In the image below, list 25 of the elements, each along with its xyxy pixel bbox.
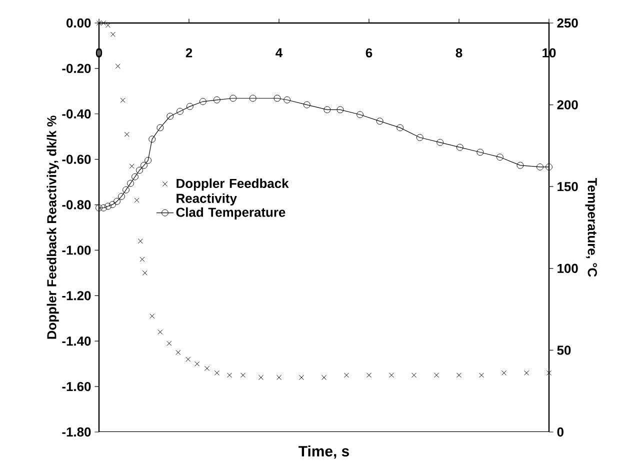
y2-tick-label: 200 [557,100,578,110]
y-axis-title: Doppler Feedback Reactivity, dk/k % [46,116,59,339]
y-tick-label: -1.20 [62,291,91,300]
y-tick-label: -1.40 [62,336,91,346]
y2-tick-label: 100 [558,264,578,273]
y-tick-label: -0.80 [62,200,91,210]
legend-label: Doppler Feedback Reactivity [176,178,289,206]
y-tick-label: -1.80 [62,427,91,437]
x-axis-title: Time, s [298,446,349,459]
y-tick-label: 0.00 [66,18,91,28]
y2-tick-label: 50 [557,346,571,355]
y-tick-label: -1.60 [62,382,91,392]
x-tick-label: 2 [186,48,192,58]
y-tick-label: -1.00 [62,246,91,255]
x-tick-label: 6 [366,48,372,58]
y2-tick-label: 250 [557,18,578,28]
y2-axis-title: Temperature, °C [585,178,597,277]
y-tick-label: -0.20 [62,64,91,74]
x-tick-label: 8 [456,48,462,58]
x-tick-label: 4 [276,48,283,58]
y-tick-label: -0.40 [62,109,91,118]
legend-label: Clad Temperature [176,207,286,220]
y-tick-label: -0.60 [62,154,91,164]
y2-tick-label: 0 [557,427,564,437]
y2-tick-label: 150 [558,182,578,192]
